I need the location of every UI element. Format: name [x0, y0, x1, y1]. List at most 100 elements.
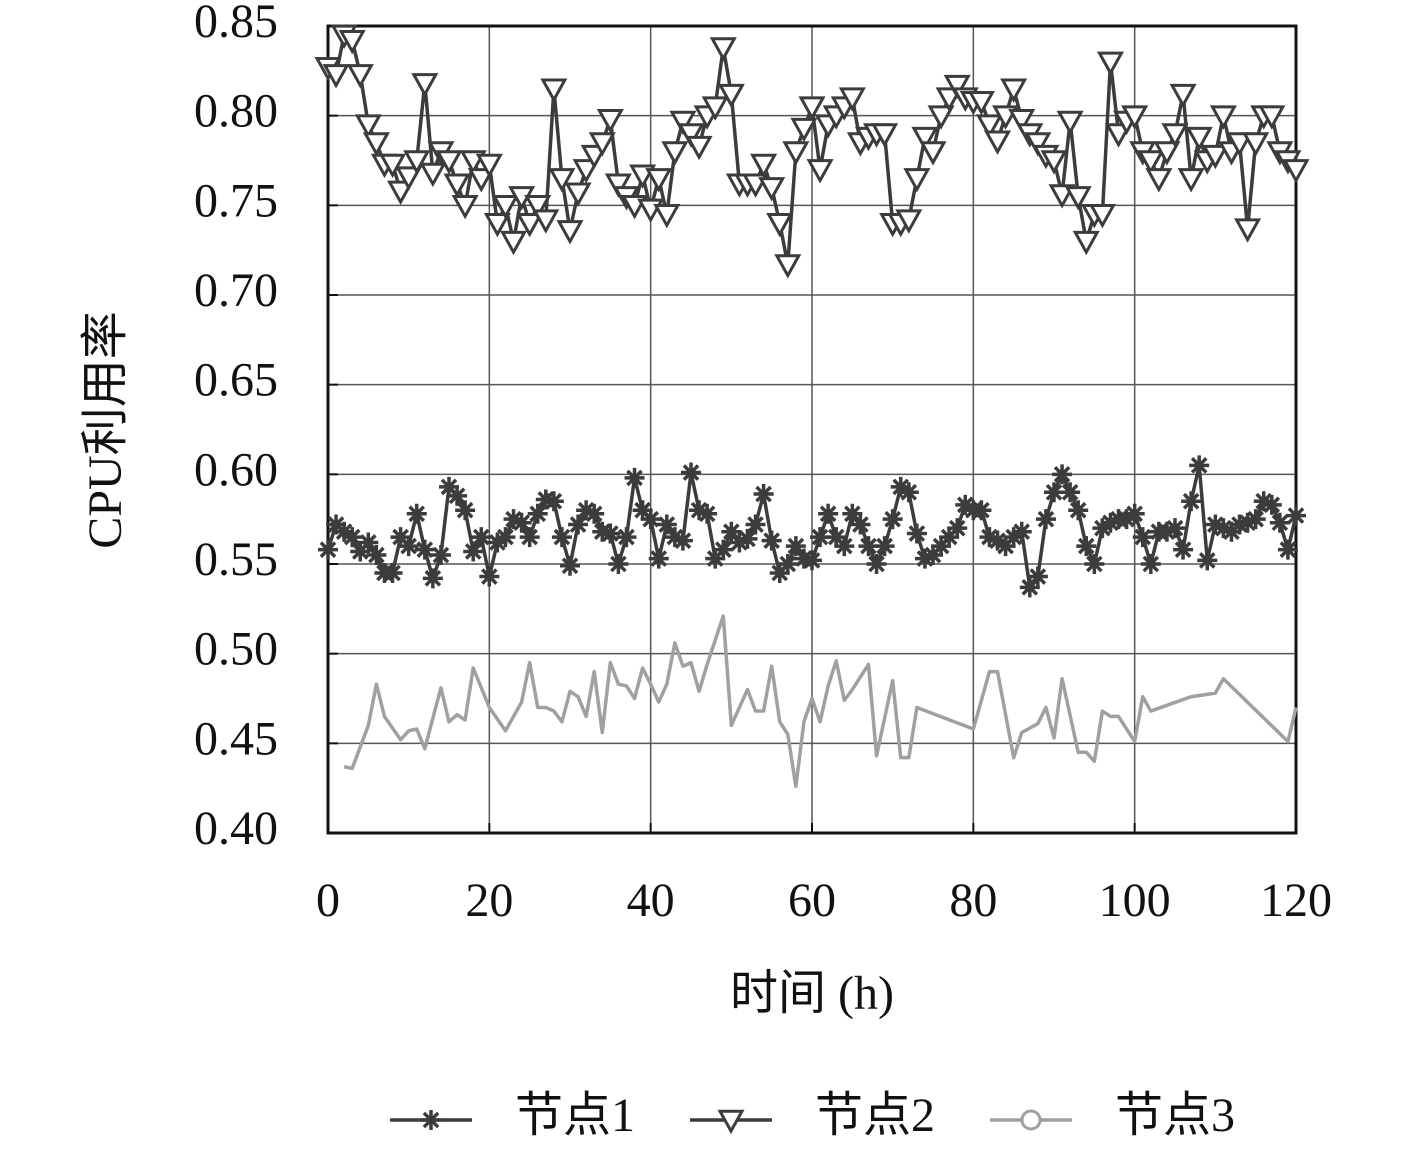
x-tick-label: 100	[1099, 874, 1171, 927]
marker	[600, 523, 621, 544]
legend-label: 节点2	[815, 1089, 935, 1142]
marker	[1205, 514, 1226, 535]
marker	[1153, 141, 1181, 166]
marker	[1044, 482, 1064, 503]
marker	[661, 141, 689, 166]
marker	[596, 108, 624, 134]
marker	[713, 539, 734, 560]
marker	[564, 182, 592, 207]
marker	[350, 541, 371, 562]
marker	[903, 168, 931, 193]
marker	[551, 527, 572, 548]
marker	[774, 254, 802, 279]
marker	[503, 509, 524, 530]
marker	[511, 512, 532, 533]
marker	[540, 78, 568, 103]
marker	[681, 462, 701, 483]
marker	[777, 554, 798, 574]
marker	[648, 548, 669, 569]
marker	[435, 150, 463, 175]
marker	[717, 83, 745, 109]
x-tick-label: 40	[627, 874, 675, 927]
marker	[535, 489, 556, 510]
legend-marker	[1020, 1109, 1042, 1131]
marker	[576, 500, 597, 521]
x-tick-label: 0	[316, 874, 340, 927]
marker	[705, 548, 726, 569]
marker	[338, 30, 366, 55]
legend-label: 节点1	[515, 1089, 635, 1142]
marker	[858, 536, 879, 557]
marker	[455, 500, 476, 521]
marker	[1008, 108, 1036, 134]
marker	[318, 539, 338, 560]
marker	[1060, 482, 1081, 503]
marker	[874, 536, 895, 557]
marker	[588, 132, 616, 157]
marker	[624, 467, 645, 488]
marker	[677, 123, 705, 148]
legend-marker	[717, 1109, 745, 1135]
marker	[640, 509, 661, 530]
marker	[1156, 521, 1177, 542]
marker	[556, 220, 584, 245]
marker	[750, 153, 778, 179]
marker	[927, 105, 955, 130]
marker	[1181, 491, 1202, 512]
marker	[1052, 464, 1073, 485]
marker	[1076, 536, 1097, 557]
marker	[826, 527, 847, 548]
marker	[495, 527, 516, 548]
marker	[1124, 503, 1145, 524]
marker	[366, 545, 387, 566]
marker	[406, 503, 427, 524]
marker	[745, 514, 766, 535]
marker	[1140, 554, 1161, 574]
marker	[1258, 105, 1286, 130]
marker	[753, 484, 774, 505]
marker	[785, 536, 806, 557]
y-tick-label: 0.65	[194, 354, 278, 407]
marker	[1064, 186, 1092, 211]
marker	[890, 476, 911, 497]
marker	[645, 168, 673, 193]
marker	[842, 503, 863, 524]
legend-marker	[421, 1110, 441, 1130]
legend-label: 节点3	[1115, 1089, 1235, 1142]
marker	[798, 96, 826, 121]
marker	[664, 527, 685, 548]
marker	[422, 568, 443, 589]
x-tick-label: 20	[465, 874, 513, 927]
marker	[1000, 78, 1028, 103]
marker	[632, 500, 653, 521]
marker	[326, 514, 347, 535]
marker	[1132, 527, 1153, 548]
marker	[975, 114, 1004, 139]
marker	[1242, 132, 1270, 157]
marker	[1024, 132, 1052, 157]
marker	[721, 521, 742, 542]
marker	[656, 514, 677, 535]
marker	[834, 536, 855, 557]
marker	[1253, 491, 1274, 512]
y-tick-label: 0.60	[194, 443, 278, 496]
marker	[1277, 539, 1298, 560]
marker	[1177, 168, 1205, 193]
marker	[1185, 126, 1213, 152]
marker	[1161, 123, 1189, 148]
marker	[850, 514, 871, 535]
marker	[737, 528, 758, 549]
marker	[790, 117, 818, 143]
x-tick-label: 60	[788, 874, 836, 927]
marker	[1201, 144, 1229, 170]
marker	[543, 491, 564, 512]
marker	[782, 141, 810, 166]
marker	[387, 180, 415, 206]
marker	[403, 150, 431, 175]
marker	[1084, 554, 1105, 574]
marker	[766, 212, 794, 238]
marker	[568, 514, 589, 535]
marker	[895, 209, 923, 234]
